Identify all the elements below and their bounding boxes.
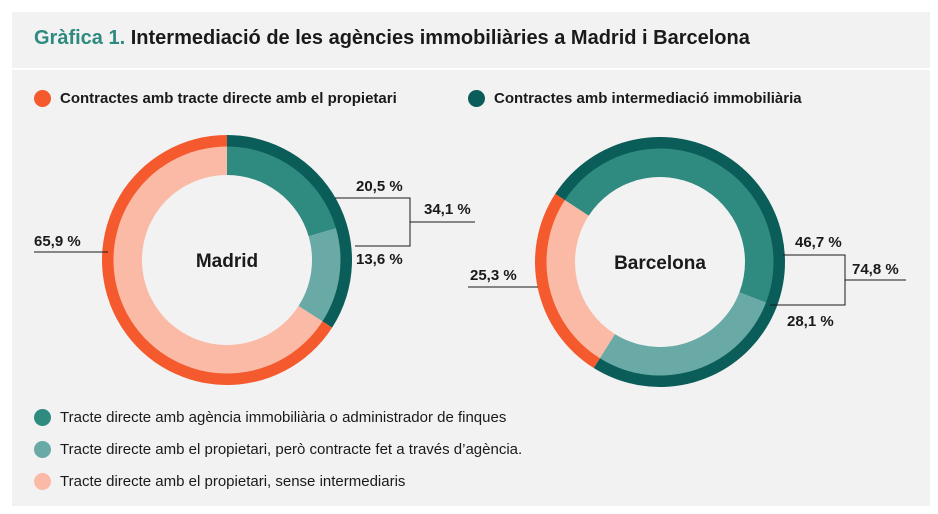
legend-swatch-light-salmon: [34, 473, 51, 490]
barcelona-slice-agency: [564, 148, 774, 303]
barcelona-center-label: Barcelona: [614, 253, 706, 274]
legend-swatch-orange: [34, 90, 51, 107]
legend-item-direct-contracts: Contractes amb tracte directe amb el pro…: [34, 90, 397, 107]
legend-item-agency: Tracte directe amb agència immobiliària …: [34, 409, 506, 426]
barcelona-slice-owner-direct: [546, 200, 615, 359]
barcelona-label-agency: 46,7 %: [795, 234, 842, 251]
madrid-label-owner-via-agency: 13,6 %: [356, 251, 403, 268]
legend-swatch-light-teal: [34, 441, 51, 458]
madrid-slice-owner-via-agency: [298, 228, 341, 322]
chart-title: Gràfica 1. Intermediació de les agències…: [34, 27, 750, 50]
madrid-center-label: Madrid: [196, 251, 258, 272]
chart-title-prefix: Gràfica 1.: [34, 27, 126, 49]
legend-label: Contractes amb intermediació immobiliàri…: [494, 90, 802, 107]
legend-label: Tracte directe amb el propietari, sense …: [60, 473, 406, 490]
title-bar: Gràfica 1. Intermediació de les agències…: [12, 12, 930, 68]
barcelona-outer-ring-direct: [535, 193, 601, 368]
legend-label: Tracte directe amb el propietari, però c…: [60, 441, 523, 458]
barcelona-slice-owner-via-agency: [599, 292, 766, 376]
madrid-slice-agency: [227, 146, 336, 237]
barcelona-label-intermediation-total: 74,8 %: [852, 261, 899, 278]
madrid-label-owner-direct: 65,9 %: [34, 233, 81, 250]
barcelona-label-owner-direct: 25,3 %: [470, 267, 517, 284]
madrid-outer-ring-intermediation: [227, 135, 353, 328]
madrid-label-agency: 20,5 %: [356, 178, 403, 195]
legend-item-owner-via-agency: Tracte directe amb el propietari, però c…: [34, 441, 522, 458]
legend-label: Tracte directe amb agència immobiliària …: [60, 409, 507, 426]
legend-swatch-dark-teal: [34, 409, 51, 426]
madrid-label-intermediation-total: 34,1 %: [424, 201, 471, 218]
legend-label: Contractes amb tracte directe amb el pro…: [60, 90, 397, 107]
legend-item-intermediation-contracts: Contractes amb intermediació immobiliàri…: [468, 90, 802, 107]
chart-title-text: Intermediació de les agències immobiliàr…: [130, 27, 750, 49]
legend-item-owner-direct: Tracte directe amb el propietari, sense …: [34, 473, 405, 490]
barcelona-label-owner-via-agency: 28,1 %: [787, 313, 834, 330]
legend-swatch-dark-teal: [468, 90, 485, 107]
